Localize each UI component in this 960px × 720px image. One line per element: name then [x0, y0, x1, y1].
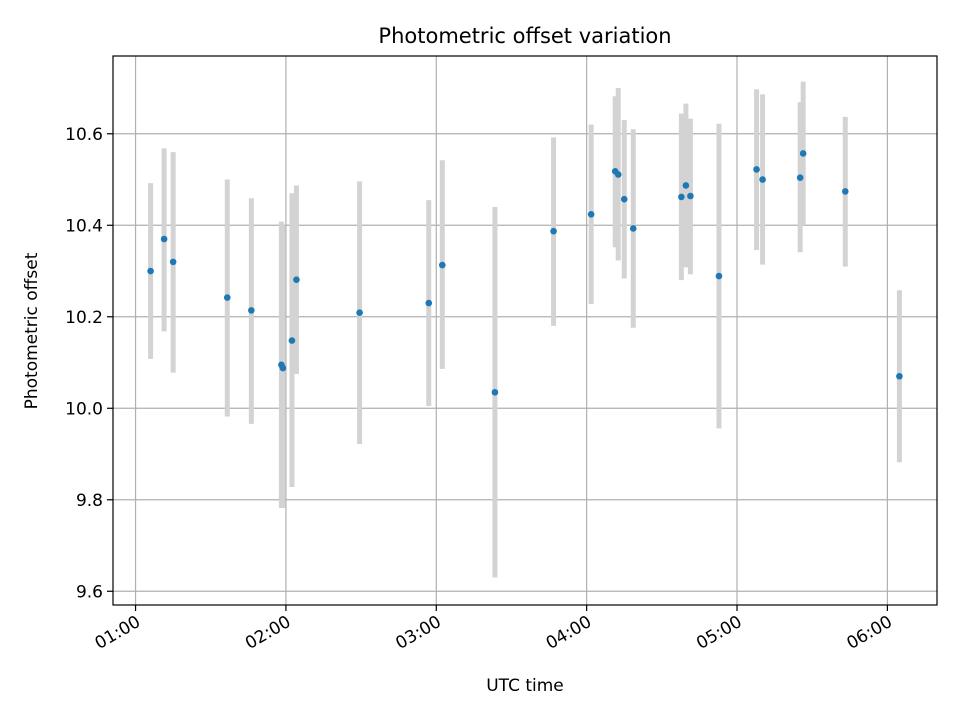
grid [113, 56, 937, 605]
ticks: 01:00 02:00 03:00 04:00 05:00 06:00 9.6 9.8 10.0… [65, 125, 896, 654]
x-axis-label: UTC time [486, 676, 564, 696]
data-point [753, 166, 760, 173]
data-point [678, 193, 685, 201]
plot-frame [112, 55, 938, 606]
data-point [614, 171, 622, 178]
data-points [147, 150, 903, 396]
data-point [425, 299, 433, 307]
y-tick-label: 10.4 [65, 216, 103, 236]
x-tick-label: 01:00 [92, 612, 144, 654]
y-tick-label: 9.6 [76, 582, 103, 602]
y-tick-label: 9.8 [76, 491, 103, 511]
y-tick-label: 10.6 [65, 125, 103, 145]
x-tick-label: 03:00 [392, 612, 444, 654]
data-point [620, 195, 628, 203]
data-point [293, 276, 300, 284]
data-point [682, 182, 690, 189]
chart-title: Photometric offset variation [378, 24, 671, 48]
data-point [550, 227, 557, 235]
error-bars [148, 81, 902, 578]
data-point [356, 309, 363, 316]
x-tick-label: 05:00 [693, 612, 745, 654]
data-point [248, 307, 255, 314]
y-tick-label: 10.2 [65, 308, 103, 328]
data-point [799, 150, 807, 157]
y-tick-label: 10.0 [65, 399, 103, 419]
data-point [279, 364, 287, 372]
data-point [491, 388, 499, 396]
data-point [759, 176, 766, 183]
data-point [160, 235, 168, 243]
data-point [715, 272, 723, 280]
data-point [796, 174, 804, 181]
data-point [896, 372, 903, 380]
y-axis-label: Photometric offset [22, 252, 42, 409]
x-tick-label: 02:00 [242, 612, 294, 654]
data-point [629, 225, 637, 232]
x-tick-label: 06:00 [843, 612, 895, 654]
data-point [841, 188, 849, 195]
data-point [223, 294, 231, 301]
data-point [687, 192, 694, 200]
data-point [288, 337, 296, 344]
data-point [438, 261, 446, 269]
data-point [587, 210, 595, 218]
data-point [147, 267, 154, 275]
x-tick-label: 04:00 [543, 612, 595, 654]
data-point [169, 258, 177, 266]
